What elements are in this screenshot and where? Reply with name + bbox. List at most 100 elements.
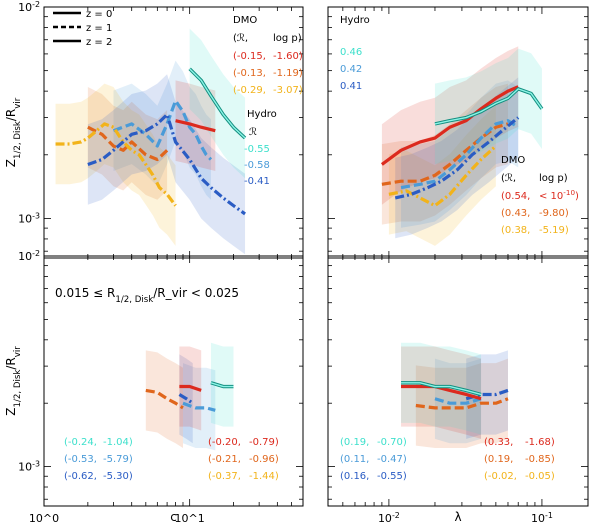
dmo-row-r: (0.43, [501, 208, 530, 219]
annotations: Hydro 0.46 0.42 0.41 DMO (ℛ, log p) (0.54, < 10-… [340, 15, 579, 236]
x-ticks [327, 256, 589, 506]
hydro-row: -0.41 [244, 176, 270, 187]
hydro-row: -0.58 [244, 160, 270, 171]
scatter-band [87, 74, 246, 255]
series-line [394, 116, 520, 200]
scatter-bands [55, 28, 246, 255]
dmo-row-r: (-0.29, [233, 85, 266, 96]
corr-row-p: -0.85) [525, 454, 555, 465]
x-tick-label: 10-2 [378, 511, 400, 526]
legend-label: z = 2 [86, 37, 112, 48]
series-lines [380, 85, 544, 208]
bin-annotation: 0.015 ≤ R1/2, Disk/R_vir < 0.025 [55, 286, 239, 305]
dmo-row-p: -3.07) [273, 85, 303, 96]
y-tick-label: 10-3 [18, 211, 40, 226]
corr-row-r: (-0.02, [484, 471, 517, 482]
corr-row-r: (0.19, [340, 437, 369, 448]
scatter-bands [401, 342, 508, 448]
series-line [189, 68, 246, 139]
series-line [381, 122, 509, 186]
series-line [401, 384, 482, 401]
corr-row-p: -1.44) [249, 471, 279, 482]
axes-frame [327, 255, 589, 507]
corr-row-r: (0.16, [340, 471, 369, 482]
corr-row-r: (-0.53, [64, 454, 97, 465]
dmo-header: (ℛ, [501, 173, 516, 184]
hydro-row: 0.46 [340, 47, 362, 58]
x-tick-label: 10^1 [175, 512, 205, 525]
dmo-row-p: -5.19) [539, 225, 569, 236]
corr-row-r: (0.19, [484, 454, 513, 465]
legend-label: z = 0 [86, 9, 112, 20]
scatter-band [87, 86, 168, 200]
series-line [87, 125, 169, 162]
hydro-title: Hydro [340, 15, 370, 26]
series-line [179, 384, 202, 392]
scatter-band [113, 60, 211, 200]
panel-top-left: 10-2 10-3 Z1/2, Disk/Rvir DMO (ℛ, log p) (-0.1… [4, 0, 304, 259]
corr-row-p: -1.04) [103, 437, 133, 448]
corr-row-r: (-0.62, [64, 471, 97, 482]
corr-row-r: (-0.24, [64, 437, 97, 448]
dmo-row-r: (0.54, [501, 191, 530, 202]
legend: z = 0 z = 1 z = 2 [53, 9, 112, 48]
axes-frame [43, 6, 304, 259]
scatter-band [381, 83, 508, 225]
scatter-band [401, 346, 482, 439]
scatter-band [434, 358, 482, 444]
corr-row-p: -5.30) [103, 471, 133, 482]
hydro-title: Hydro [247, 109, 277, 120]
series-line [434, 397, 482, 405]
hydro-row: 0.42 [340, 64, 362, 75]
series-line [55, 122, 177, 207]
corr-row-p: -0.96) [249, 454, 279, 465]
y-axis-label: Z1/2, Disk/Rvir [4, 97, 23, 167]
dmo-row-r: (-0.15, [233, 51, 266, 62]
dmo-header: log p) [273, 33, 302, 44]
series-line [415, 397, 509, 410]
dmo-row-p: -1.60) [273, 51, 303, 62]
annotations: (0.19, -0.70) (0.11, -0.47) (0.16, -0.55) (0.3… [340, 437, 555, 482]
y-ticks [44, 6, 303, 252]
series-line [388, 144, 497, 208]
series-line [182, 401, 216, 412]
hydro-header: ℛ [249, 127, 257, 138]
y-tick-label: 10-3 [18, 459, 40, 474]
hydro-row: -0.55 [244, 144, 270, 155]
annotations: DMO (ℛ, log p) (-0.15, -1.60) (-0.13, -1.19) (-… [53, 9, 303, 187]
annotations: 0.015 ≤ R1/2, Disk/R_vir < 0.025(-0.24, -… [55, 286, 279, 482]
corr-row-p: -0.79) [249, 437, 279, 448]
dmo-title: DMO [233, 15, 257, 26]
panel-bottom-right: 10-2 10-1λ(0.19, -0.70)(0.11, -0.47)(0.16, -… [327, 255, 589, 526]
corr-row-r: (-0.20, [208, 437, 241, 448]
series-line [401, 382, 482, 396]
scatter-bands [145, 342, 234, 451]
series-lines [401, 381, 509, 410]
legend-label: z = 1 [86, 23, 112, 34]
y-ticks [328, 255, 588, 500]
scatter-band [55, 83, 176, 246]
scatter-band [401, 80, 519, 228]
y-tick-label: 10-2 [18, 0, 40, 14]
dmo-header: log p) [539, 173, 568, 184]
y-axis-label: Z1/2, Disk/Rvir [4, 346, 23, 416]
series-lines [55, 67, 247, 216]
dmo-row-p: -1.19) [273, 68, 303, 79]
corr-row-p: -0.55) [377, 471, 407, 482]
series-lines [145, 381, 234, 412]
corr-row-p: -1.68) [525, 437, 555, 448]
series-line [175, 119, 216, 133]
dmo-row-r: (-0.13, [233, 68, 266, 79]
x-axis-label: c [170, 510, 177, 524]
y-ticks [328, 6, 588, 252]
series-line [380, 85, 519, 166]
x-axis-label: λ [454, 510, 461, 524]
y-tick-label: 10-2 [18, 249, 40, 264]
series-line [112, 99, 213, 161]
corr-row-r: (0.33, [484, 437, 513, 448]
series-line [210, 382, 234, 388]
x-tick-label: 10^0 [29, 512, 59, 525]
axes-frame [43, 255, 304, 507]
y-ticks [44, 255, 303, 500]
